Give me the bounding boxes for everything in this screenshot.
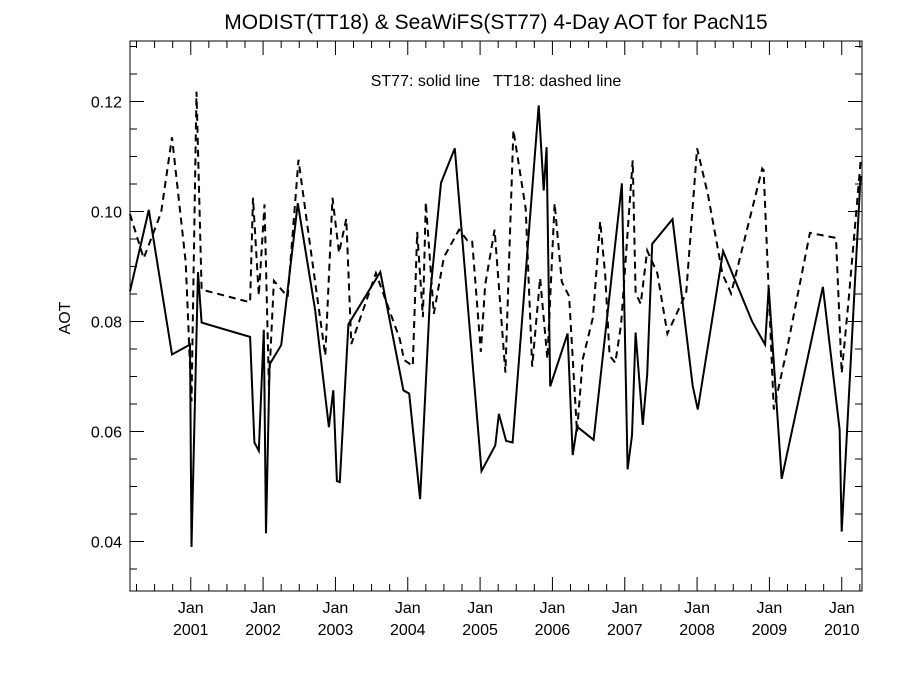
x-tick-year-label: 2009 bbox=[752, 622, 788, 639]
x-tick-year-label: 2007 bbox=[607, 622, 643, 639]
x-tick-month-label: Jan bbox=[540, 600, 566, 617]
x-tick-year-label: 2002 bbox=[245, 622, 281, 639]
x-tick-month-label: Jan bbox=[395, 600, 421, 617]
legend-annotation: ST77: solid line TT18: dashed line bbox=[371, 73, 622, 90]
y-tick-label: 0.12 bbox=[91, 95, 122, 112]
x-tick-month-label: Jan bbox=[467, 600, 493, 617]
x-tick-month-label: Jan bbox=[612, 600, 638, 617]
plot-frame bbox=[129, 40, 863, 592]
x-tick-month-label: Jan bbox=[684, 600, 710, 617]
x-tick-month-label: Jan bbox=[323, 600, 349, 617]
x-tick-year-label: 2005 bbox=[462, 622, 498, 639]
chart-title: MODIST(TT18) & SeaWiFS(ST77) 4-Day AOT f… bbox=[224, 11, 767, 34]
x-tick-year-label: 2006 bbox=[535, 622, 571, 639]
x-tick-year-label: 2010 bbox=[824, 622, 860, 639]
series-line-st77 bbox=[129, 105, 862, 548]
plot-area: 0.04 0.06 0.08 0.10 0.12 Jan 2001 Jan 2002 Jan 200… bbox=[91, 40, 863, 639]
y-tick-label: 0.10 bbox=[91, 205, 122, 222]
x-tick-month-label: Jan bbox=[757, 600, 783, 617]
x-tick-year-label: 2001 bbox=[173, 622, 209, 639]
x-tick-month-label: Jan bbox=[250, 600, 276, 617]
y-tick-label: 0.08 bbox=[91, 315, 122, 332]
series-line-tt18 bbox=[129, 91, 862, 433]
x-tick-year-label: 2004 bbox=[390, 622, 426, 639]
x-tick-year-label: 2003 bbox=[318, 622, 354, 639]
y-tick-label: 0.06 bbox=[91, 425, 122, 442]
y-axis-label: AOT bbox=[57, 301, 74, 334]
y-tick-label: 0.04 bbox=[91, 535, 122, 552]
x-tick-year-label: 2008 bbox=[679, 622, 715, 639]
x-tick-month-label: Jan bbox=[178, 600, 204, 617]
x-tick-month-label: Jan bbox=[829, 600, 855, 617]
